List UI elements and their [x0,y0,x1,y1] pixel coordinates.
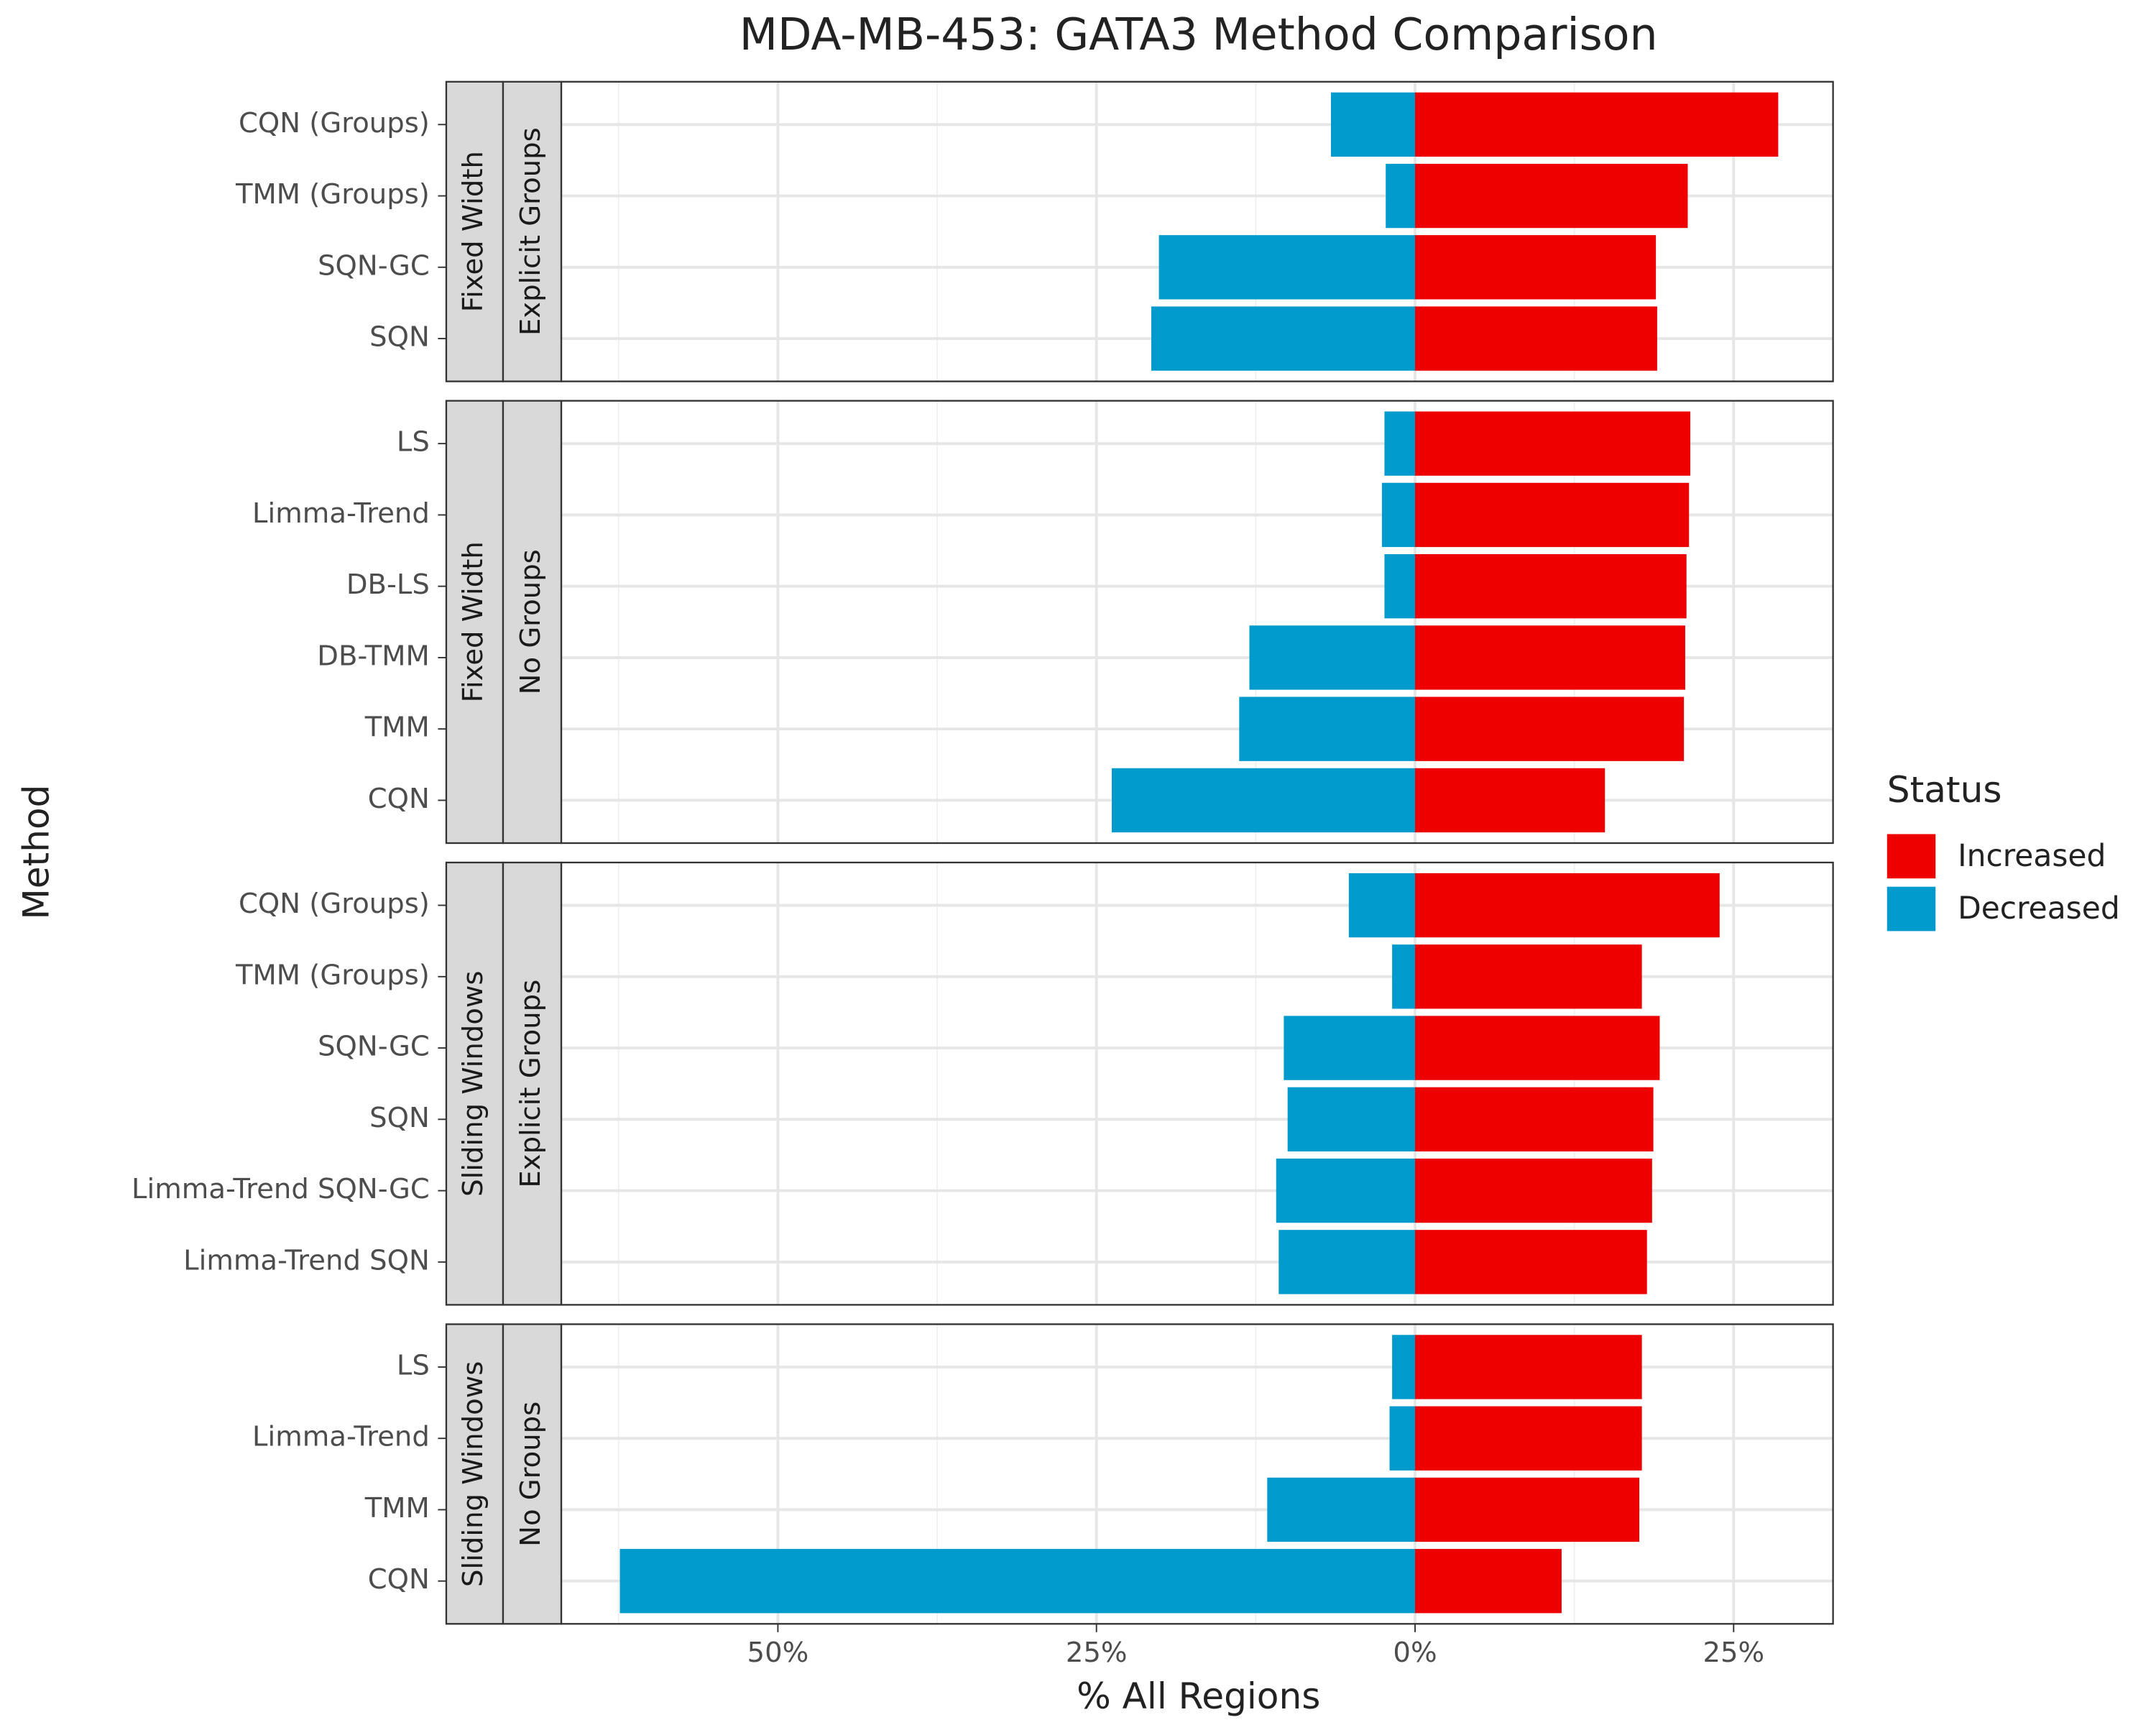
bar [1287,1087,1415,1151]
y-tick-label: Limma-Trend [252,497,430,530]
y-tick-label: Limma-Trend SQN [183,1244,430,1276]
y-tick-label: LS [397,1349,430,1381]
y-tick-label: CQN [368,783,430,815]
x-tick-label: 25% [1066,1637,1128,1669]
y-tick-label: LS [397,426,430,459]
bar [1414,1087,1654,1151]
bar [1384,411,1415,476]
bar [1414,554,1687,619]
bar [1249,625,1415,690]
bar [1414,944,1642,1009]
bar [1158,235,1415,300]
strip [445,1323,505,1625]
bar [1414,482,1690,548]
y-tick-label: CQN [368,1563,430,1596]
y-tick-label: TMM (Groups) [235,178,430,211]
y-tick-label: SQN [369,1102,430,1134]
bar [1392,944,1415,1009]
bar [1414,411,1691,476]
y-tick-label: DB-LS [346,569,430,601]
strip-label: No Groups [515,1402,547,1547]
y-axis-title: Method [15,785,57,920]
bar [1384,554,1415,619]
strip-label: Fixed Width [457,541,489,702]
y-tick-label: TMM (Groups) [235,959,430,991]
legend-title: Status [1887,768,2002,811]
bar [1414,1477,1640,1542]
y-tick-label: DB-TMM [317,640,430,672]
bar [1414,873,1720,938]
strip [502,1323,563,1625]
bar [619,1549,1415,1614]
legend-label: Decreased [1958,891,2120,926]
bar [1414,1549,1562,1614]
x-tick-label: 0% [1393,1637,1437,1669]
bar [1348,873,1415,938]
bar [1414,1230,1647,1294]
bar [1151,306,1415,371]
bar [1414,625,1685,690]
bar [1392,1335,1415,1399]
strip-label: Sliding Windows [457,971,489,1197]
x-tick-label: 25% [1703,1637,1764,1669]
legend-key [1886,834,1936,879]
legend-key [1886,886,1936,932]
bar [1389,1406,1415,1471]
strip [502,861,563,1306]
bar [1414,235,1657,300]
bar [1239,696,1415,761]
strip [445,861,505,1306]
bar [1414,1016,1660,1080]
y-tick-label: SQN [369,321,430,354]
bar [1414,92,1779,157]
strip-label: Sliding Windows [457,1361,489,1587]
bar [1414,696,1685,761]
y-tick-label: SQN-GC [318,1031,430,1063]
y-tick-label: CQN (Groups) [239,888,430,920]
legend-label: Increased [1958,838,2106,873]
strip [502,400,563,845]
bar [1414,1158,1652,1223]
chart-title: MDA-MB-453: GATA3 Method Comparison [740,9,1658,60]
x-tick-label: 50% [747,1637,809,1669]
bar [1386,163,1415,229]
bar [1267,1477,1415,1542]
strip-label: No Groups [515,549,547,694]
bar [1111,768,1415,833]
y-tick-label: SQN-GC [318,249,430,282]
bar [1414,306,1657,371]
bar [1414,1335,1642,1399]
y-tick-label: TMM [364,1492,430,1524]
bar [1279,1230,1415,1294]
bar [1284,1016,1415,1080]
bar [1276,1158,1415,1223]
bar [1414,1406,1642,1471]
strip [445,80,505,382]
bar [1381,482,1415,548]
strip [502,80,563,382]
x-axis-title: % All Regions [1077,1675,1320,1717]
y-tick-label: Limma-Trend SQN-GC [132,1173,430,1205]
strip [445,400,505,845]
strip-label: Fixed Width [457,151,489,312]
y-tick-label: CQN (Groups) [239,107,430,139]
y-tick-label: TMM [364,712,430,744]
strip-label: Explicit Groups [515,980,547,1188]
bar [1414,768,1606,833]
y-tick-label: Limma-Trend [252,1421,430,1453]
bar [1330,92,1415,157]
bar [1414,163,1688,229]
strip-label: Explicit Groups [515,127,547,336]
